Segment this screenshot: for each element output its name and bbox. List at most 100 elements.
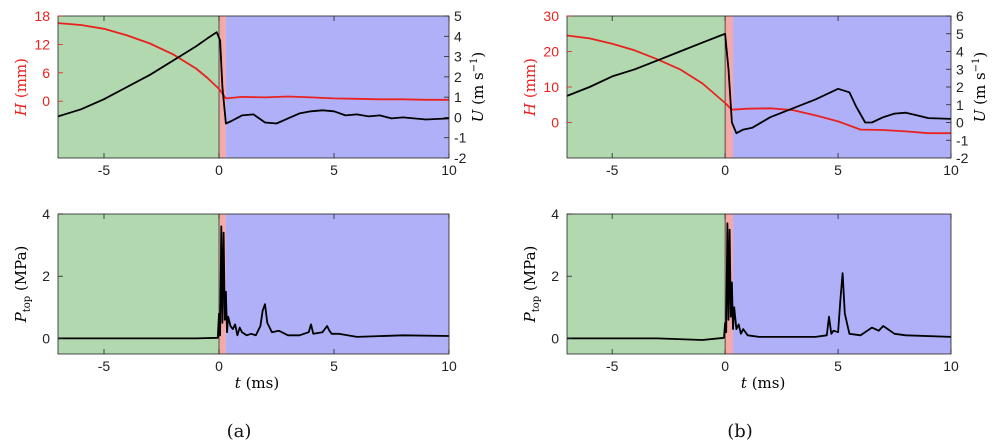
- p-axis-label: Ptop (MPa): [521, 246, 542, 324]
- y-tick-label: 20: [543, 44, 559, 60]
- u-axis-label: U (m s−1): [469, 52, 487, 123]
- p-axis-label: Ptop (MPa): [12, 246, 33, 324]
- t-axis-label: t (ms): [741, 374, 785, 392]
- x-tick-label: -5: [98, 162, 111, 178]
- approach-region: [567, 214, 726, 354]
- post-impact-region: [733, 16, 951, 158]
- y-tick-label: 0: [551, 330, 559, 346]
- plot-frame: [57, 15, 450, 159]
- y-tick-label: 4: [551, 206, 559, 222]
- u-axis-close: ): [469, 52, 487, 58]
- y-tick-label: 30: [543, 8, 559, 24]
- y-tick-label: 0: [551, 115, 559, 131]
- h-axis-symbol: H: [521, 102, 539, 117]
- y-right-tick-label: 3: [956, 61, 964, 77]
- height-line: [567, 34, 951, 135]
- p-axis-sub: top: [22, 296, 33, 312]
- y-tick-label: 18: [34, 8, 50, 24]
- plot-frame: [57, 213, 450, 355]
- velocity-line: [58, 31, 449, 125]
- y-right-tick-label: 0: [956, 115, 964, 131]
- x-tick-label: 10: [943, 358, 959, 374]
- approach-region: [58, 214, 219, 354]
- y-tick-label: 12: [34, 36, 50, 52]
- y-right-tick-label: -1: [956, 132, 969, 148]
- x-tick-label: -5: [606, 162, 619, 178]
- x-tick-label: -5: [98, 358, 111, 374]
- y-tick-label: 2: [551, 268, 559, 284]
- u-axis-label: U (m s−1): [971, 52, 989, 123]
- y-right-tick-label: 2: [956, 79, 964, 95]
- y-right-tick-label: 5: [454, 8, 462, 24]
- plot-frame: [566, 213, 952, 355]
- y-right-tick-label: -2: [956, 150, 969, 166]
- y-right-tick-label: 5: [956, 26, 964, 42]
- h-axis-label: H (mm): [12, 58, 30, 117]
- t-axis-symbol: t: [741, 374, 748, 392]
- p-axis-symbol: P: [12, 311, 30, 323]
- h-axis-symbol: H: [12, 102, 30, 117]
- caption-b: (b): [727, 421, 753, 442]
- y-tick-label: 10: [543, 79, 559, 95]
- t-axis-symbol: t: [235, 374, 242, 392]
- u-axis-symbol: U: [469, 108, 487, 122]
- t-axis-label: t (ms): [235, 374, 279, 392]
- y-right-tick-label: 6: [956, 8, 964, 24]
- y-tick-label: 0: [42, 93, 50, 109]
- y-right-tick-label: 4: [454, 28, 462, 44]
- x-tick-label: 5: [330, 162, 338, 178]
- height-line: [58, 22, 449, 101]
- panel-b-bottom: -5 0 5 10 0 2 4 Ptop (MPa) t (ms): [521, 206, 959, 392]
- t-axis-unit: (ms): [241, 374, 279, 392]
- post-impact-region: [225, 16, 449, 158]
- pressure-line: [58, 225, 449, 340]
- velocity-line: [567, 32, 951, 135]
- y-tick-label: 6: [42, 65, 50, 81]
- y-tick-label: 4: [42, 206, 50, 222]
- p-axis-unit: (MPa): [521, 246, 539, 296]
- t-axis-unit: (ms): [747, 374, 785, 392]
- y-right-tick-label: -1: [454, 130, 467, 146]
- x-tick-label: 5: [834, 162, 842, 178]
- u-axis-exp: −1: [971, 58, 982, 73]
- caption-a: (a): [227, 421, 252, 442]
- x-tick-label: -5: [606, 358, 619, 374]
- x-tick-label: 10: [441, 162, 457, 178]
- h-axis-label: H (mm): [521, 58, 539, 117]
- u-axis-unit: (m s: [469, 72, 487, 109]
- panel-a-bottom: -5 0 5 10 0 2 4 Ptop (MPa) t (ms): [12, 206, 457, 392]
- p-axis-sub: top: [531, 296, 542, 312]
- y-right-tick-label: 4: [956, 44, 964, 60]
- y-right-tick-label: 1: [454, 89, 462, 105]
- x-tick-label: 0: [721, 162, 729, 178]
- h-axis-unit: (mm): [12, 58, 30, 103]
- x-tick-label: 0: [721, 358, 729, 374]
- x-tick-label: 0: [215, 162, 223, 178]
- u-axis-exp: −1: [469, 58, 480, 73]
- u-axis-unit: (m s: [971, 72, 989, 109]
- pressure-line: [567, 222, 951, 341]
- h-axis-unit: (mm): [521, 58, 539, 103]
- y-tick-label: 2: [42, 268, 50, 284]
- y-right-tick-label: -2: [454, 150, 467, 166]
- p-axis-unit: (MPa): [12, 246, 30, 296]
- x-tick-label: 0: [215, 358, 223, 374]
- y-right-tick-label: 2: [454, 69, 462, 85]
- y-right-tick-label: 1: [956, 97, 964, 113]
- p-axis-symbol: P: [521, 311, 539, 323]
- y-tick-label: 0: [42, 330, 50, 346]
- x-tick-label: 5: [330, 358, 338, 374]
- approach-region: [58, 16, 219, 158]
- post-impact-region: [225, 214, 449, 354]
- x-tick-label: 10: [441, 358, 457, 374]
- u-axis-close: ): [971, 52, 989, 58]
- u-axis-symbol: U: [971, 108, 989, 122]
- x-tick-label: 5: [834, 358, 842, 374]
- y-right-tick-label: 3: [454, 49, 462, 65]
- x-tick-label: 10: [943, 162, 959, 178]
- y-right-tick-label: 0: [454, 109, 462, 125]
